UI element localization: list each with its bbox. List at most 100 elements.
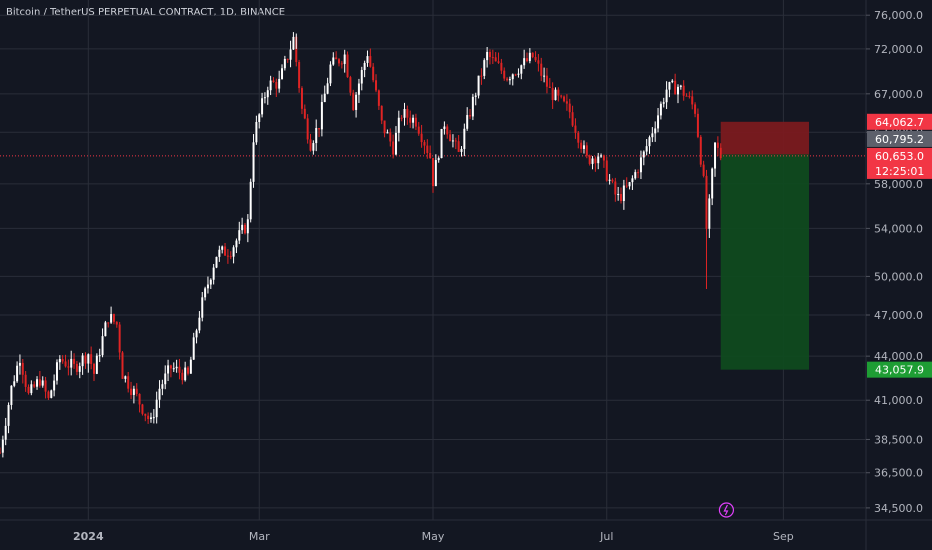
candle-body xyxy=(172,368,175,370)
candle-body xyxy=(454,140,457,142)
stop-loss-zone[interactable] xyxy=(720,121,810,155)
candle-body xyxy=(375,80,378,91)
candle-body xyxy=(403,108,406,118)
candle-body xyxy=(372,66,375,81)
y-tick-label: 47,000.0 xyxy=(874,309,923,322)
candle-body xyxy=(645,146,648,152)
candle-body xyxy=(474,95,477,97)
candle-body xyxy=(434,160,437,187)
candle-body xyxy=(400,117,403,119)
candle-body xyxy=(201,297,204,318)
price-tag-label-entry: 60,795.2 xyxy=(875,133,924,146)
candle-body xyxy=(124,376,127,379)
candle-body xyxy=(602,155,605,161)
candle-body xyxy=(657,115,660,129)
candle-body xyxy=(110,314,113,323)
price-tag-target[interactable] xyxy=(867,361,932,378)
candle-body xyxy=(711,168,714,199)
candle-body xyxy=(349,77,352,93)
candle-body xyxy=(716,142,719,148)
candle-body xyxy=(36,379,39,387)
candle-body xyxy=(597,156,600,164)
candle-body xyxy=(511,74,514,80)
candle-body xyxy=(451,140,454,142)
candle-body xyxy=(429,152,432,159)
candle-body xyxy=(477,75,480,96)
candle-body xyxy=(320,102,323,130)
candle-body xyxy=(24,374,27,387)
candle-body xyxy=(215,256,218,268)
candle-body xyxy=(181,372,184,381)
candle-body xyxy=(300,88,303,109)
candle-body xyxy=(16,365,19,382)
candle-body xyxy=(582,145,585,149)
candle-body xyxy=(261,98,264,115)
y-tick-label: 38,500.0 xyxy=(874,433,923,446)
candle-body xyxy=(392,141,395,155)
candle-body xyxy=(115,321,118,325)
candle-body xyxy=(292,36,295,50)
candle-body xyxy=(674,80,677,95)
candle-body xyxy=(648,137,651,147)
symbol-title: Bitcoin / TetherUS PERPETUAL CONTRACT, 1… xyxy=(6,7,286,18)
candle-body xyxy=(460,148,463,152)
price-tag-label-countdown: 12:25:01 xyxy=(875,165,924,178)
candle-body xyxy=(446,126,449,135)
candle-body xyxy=(665,89,668,103)
candle-body xyxy=(61,359,64,362)
event-marker-icon[interactable] xyxy=(718,502,735,518)
y-tick-label: 54,000.0 xyxy=(874,222,923,235)
candle-body xyxy=(719,147,722,159)
price-tag-entry[interactable] xyxy=(867,130,932,147)
price-tag-last[interactable] xyxy=(867,147,932,164)
candle-body xyxy=(167,365,170,374)
candle-body xyxy=(283,58,286,69)
candle-body xyxy=(679,85,682,87)
candle-body xyxy=(551,87,554,101)
candle-body xyxy=(169,365,172,369)
candle-body xyxy=(466,115,469,129)
candle-body xyxy=(326,83,329,94)
candle-body xyxy=(386,132,389,134)
take-profit-zone[interactable] xyxy=(720,154,810,370)
candle-body xyxy=(209,279,212,285)
candle-body xyxy=(41,380,44,386)
price-tag-countdown[interactable] xyxy=(867,162,932,179)
candle-body xyxy=(155,399,158,418)
candle-body xyxy=(104,322,107,337)
candle-body xyxy=(132,388,135,395)
candle-body xyxy=(187,367,190,374)
candle-body xyxy=(537,60,540,64)
candle-body xyxy=(178,366,181,373)
candle-body xyxy=(164,373,167,385)
candle-body xyxy=(517,73,520,75)
candle-body xyxy=(249,181,252,220)
x-tick-label: Jul xyxy=(599,530,613,543)
candle-body xyxy=(414,117,417,127)
candle-body xyxy=(58,359,61,363)
price-tag-stop[interactable] xyxy=(867,113,932,130)
candle-body xyxy=(369,56,372,67)
candle-body xyxy=(298,62,301,89)
candle-body xyxy=(189,359,192,374)
candle-body xyxy=(93,363,96,374)
candle-body xyxy=(232,247,235,257)
candle-body xyxy=(506,78,509,81)
candle-body xyxy=(138,393,141,405)
candle-body xyxy=(620,194,623,201)
candle-body xyxy=(654,128,657,134)
candle-body xyxy=(389,132,392,142)
price-tag-label-target: 43,057.9 xyxy=(875,364,924,377)
candle-body xyxy=(21,362,24,375)
candle-body xyxy=(534,57,537,61)
candle-body xyxy=(508,79,511,81)
candle-body xyxy=(221,246,224,250)
candle-body xyxy=(235,240,238,248)
y-tick-label: 76,000.0 xyxy=(874,9,923,22)
candle-body xyxy=(637,172,640,174)
candle-body xyxy=(84,355,87,364)
x-tick-label: 2024 xyxy=(73,530,104,543)
candle-body xyxy=(55,362,58,381)
candle-body xyxy=(500,62,503,71)
